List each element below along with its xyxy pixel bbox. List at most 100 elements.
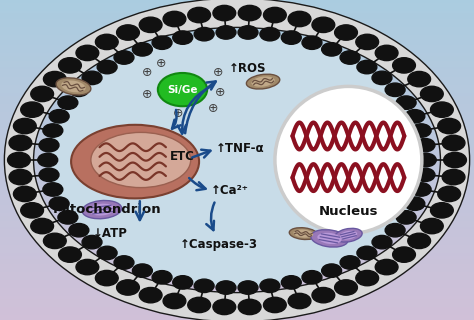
Circle shape (49, 197, 69, 211)
Circle shape (442, 135, 465, 151)
Circle shape (238, 281, 258, 294)
Circle shape (312, 287, 335, 303)
Circle shape (95, 34, 118, 50)
Text: ⊕: ⊕ (142, 66, 152, 78)
Circle shape (76, 45, 99, 60)
Circle shape (288, 11, 311, 27)
Circle shape (357, 246, 377, 260)
Circle shape (82, 71, 102, 84)
Circle shape (8, 152, 30, 168)
Circle shape (302, 36, 322, 49)
Circle shape (117, 280, 139, 295)
Circle shape (31, 218, 54, 234)
Ellipse shape (82, 200, 122, 219)
Ellipse shape (289, 228, 318, 239)
Circle shape (372, 236, 392, 249)
Circle shape (238, 299, 261, 315)
Circle shape (58, 211, 78, 224)
Circle shape (405, 109, 425, 123)
Circle shape (163, 11, 186, 27)
Text: Nucleus: Nucleus (319, 205, 378, 218)
Circle shape (59, 58, 82, 73)
Circle shape (188, 7, 210, 23)
Circle shape (340, 256, 360, 269)
Ellipse shape (335, 228, 362, 242)
Circle shape (411, 124, 431, 137)
Text: ↓ATP: ↓ATP (92, 227, 128, 240)
Circle shape (114, 256, 134, 269)
Circle shape (213, 5, 236, 21)
Ellipse shape (246, 74, 280, 89)
Ellipse shape (251, 76, 275, 87)
Circle shape (375, 45, 398, 60)
Circle shape (114, 51, 134, 64)
Circle shape (38, 153, 58, 167)
Circle shape (9, 169, 32, 185)
Circle shape (264, 297, 286, 313)
Circle shape (139, 287, 162, 303)
Circle shape (438, 118, 461, 134)
Circle shape (173, 276, 192, 289)
Circle shape (69, 83, 89, 97)
Circle shape (260, 279, 280, 292)
Circle shape (39, 139, 59, 152)
Circle shape (420, 218, 443, 234)
Circle shape (13, 186, 36, 202)
Circle shape (356, 270, 379, 286)
Circle shape (282, 276, 301, 289)
Circle shape (438, 186, 461, 202)
Ellipse shape (56, 78, 91, 95)
Circle shape (95, 270, 118, 286)
Circle shape (39, 168, 59, 181)
Circle shape (132, 264, 152, 277)
Circle shape (44, 233, 66, 249)
Circle shape (152, 271, 172, 284)
Circle shape (97, 246, 117, 260)
Circle shape (21, 203, 44, 218)
Circle shape (216, 26, 236, 39)
Circle shape (322, 43, 342, 56)
Circle shape (392, 58, 415, 73)
Circle shape (415, 139, 435, 152)
Circle shape (238, 26, 258, 39)
Circle shape (216, 281, 236, 294)
Circle shape (312, 17, 335, 33)
Circle shape (43, 183, 63, 196)
Circle shape (302, 271, 322, 284)
Circle shape (44, 71, 66, 87)
Circle shape (392, 247, 415, 262)
Ellipse shape (48, 33, 426, 287)
Circle shape (408, 71, 430, 87)
Circle shape (31, 86, 54, 102)
Circle shape (385, 223, 405, 237)
Text: Mitochondrion: Mitochondrion (52, 203, 161, 216)
Circle shape (194, 279, 214, 292)
Text: ⊕: ⊕ (213, 66, 223, 78)
Circle shape (69, 223, 89, 237)
Ellipse shape (339, 231, 357, 240)
Circle shape (356, 34, 379, 50)
Circle shape (13, 118, 36, 134)
Circle shape (375, 260, 398, 275)
Circle shape (21, 102, 44, 117)
Circle shape (335, 25, 357, 40)
Circle shape (340, 51, 360, 64)
Text: ⊕: ⊕ (215, 86, 226, 99)
Circle shape (430, 203, 453, 218)
Circle shape (139, 17, 162, 33)
Circle shape (213, 299, 236, 315)
Ellipse shape (318, 233, 341, 244)
Circle shape (442, 169, 465, 185)
Text: ⊕: ⊕ (142, 88, 152, 101)
Circle shape (405, 197, 425, 211)
Text: ETC: ETC (170, 150, 195, 163)
Circle shape (264, 7, 286, 23)
Circle shape (288, 293, 311, 309)
Circle shape (188, 297, 210, 313)
Ellipse shape (89, 204, 115, 216)
Circle shape (282, 31, 301, 44)
Circle shape (58, 96, 78, 109)
Circle shape (49, 109, 69, 123)
Circle shape (357, 60, 377, 74)
Ellipse shape (61, 80, 86, 92)
